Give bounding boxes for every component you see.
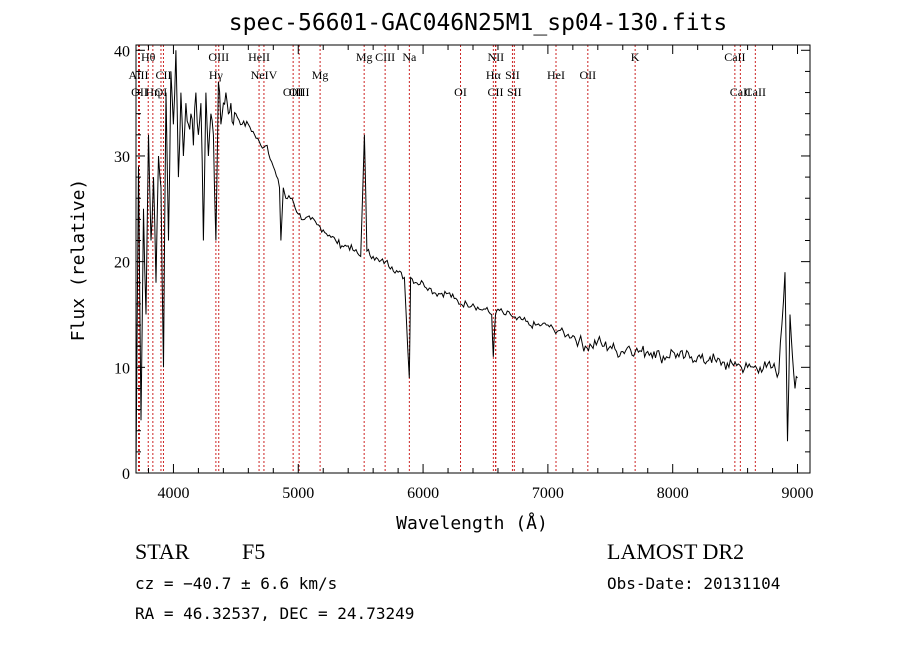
line-label: CaII xyxy=(745,85,766,99)
object-subclass: F5 xyxy=(242,539,266,564)
line-label: OII xyxy=(131,85,148,99)
x-tick-label: 7000 xyxy=(532,485,564,502)
y-axis-ticks: 0 10 20 30 40 xyxy=(114,43,810,483)
x-tick-label: 8000 xyxy=(657,485,689,502)
y-tick-label: 30 xyxy=(114,149,130,166)
line-label: CaII xyxy=(724,50,745,64)
spectrum-layer xyxy=(135,50,798,474)
line-label: OIII xyxy=(208,50,229,64)
y-axis-label: Flux (relative) xyxy=(68,179,89,342)
line-label: AlII xyxy=(128,68,148,82)
line-label: CaII xyxy=(730,85,751,99)
line-label: OIII xyxy=(289,85,310,99)
line-label: Hγ xyxy=(209,68,224,82)
y-tick-label: 0 xyxy=(122,466,130,483)
line-label: CII xyxy=(487,85,503,99)
obs-date: Obs-Date: 20131104 xyxy=(607,574,781,593)
x-tick-label: 5000 xyxy=(282,485,314,502)
y-tick-label: 10 xyxy=(114,360,130,377)
x-tick-label: 4000 xyxy=(157,485,189,502)
axes-frame xyxy=(135,44,811,474)
line-label: Hθ xyxy=(141,50,156,64)
survey-name: LAMOST DR2 xyxy=(607,539,745,564)
line-label: OI xyxy=(454,85,467,99)
line-label: Na xyxy=(402,50,417,64)
y-tick-label: 20 xyxy=(114,255,130,272)
spectral-line-markers xyxy=(137,45,756,473)
coordinates: RA = 46.32537, DEC = 24.73249 xyxy=(135,604,415,623)
line-label: NeIV xyxy=(251,68,278,82)
line-label: Hα xyxy=(486,68,502,82)
x-axis-ticks: 4000 5000 6000 7000 8000 9000 xyxy=(147,45,814,502)
line-label: NII xyxy=(488,50,505,64)
line-label: CII xyxy=(155,68,171,82)
line-label: SII xyxy=(505,68,520,82)
spectral-line-labels: HθAlIIOIIHηOICIIOIIIHγHeIINeIVOIIIOIIIMg… xyxy=(128,50,765,99)
object-class: STAR xyxy=(135,539,190,564)
cz-readout: cz = −40.7 ± 6.6 km/s xyxy=(135,574,338,593)
line-label: OIII xyxy=(283,85,304,99)
line-label: HeI xyxy=(547,68,565,82)
line-label: Mg xyxy=(312,68,329,82)
y-tick-label: 40 xyxy=(114,43,130,60)
line-label: OII xyxy=(579,68,596,82)
line-label: OI xyxy=(155,85,168,99)
x-axis-label: Wavelength (Å) xyxy=(396,512,548,534)
line-label: K xyxy=(631,50,640,64)
line-label: CIII xyxy=(375,50,395,64)
x-tick-label: 9000 xyxy=(782,485,814,502)
line-label: Hη xyxy=(145,85,160,99)
x-tick-label: 6000 xyxy=(407,485,439,502)
spectrum-line xyxy=(135,50,798,474)
line-label: SII xyxy=(507,85,522,99)
chart-title: spec-56601-GAC046N25M1_sp04-130.fits xyxy=(229,10,728,36)
line-label: Mg xyxy=(356,50,373,64)
line-label: HeII xyxy=(248,50,270,64)
